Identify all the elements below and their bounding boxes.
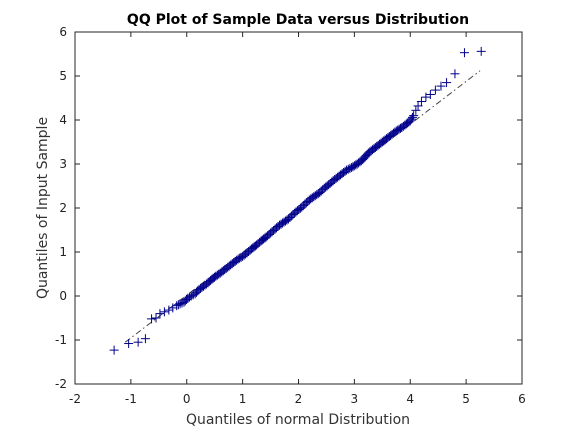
- data-point: [476, 46, 486, 56]
- x-tick-label: -1: [125, 392, 137, 406]
- data-point: [124, 339, 134, 349]
- axis-ticks: -2 -1 0 1 2 3 4 5 6 -2 -1 0 1 2 3 4 5 6: [55, 25, 526, 406]
- y-tick-label: 5: [59, 69, 67, 83]
- data-point: [175, 299, 185, 309]
- x-tick-label: 1: [239, 392, 247, 406]
- data-point: [147, 314, 157, 324]
- data-point: [185, 292, 195, 302]
- x-axis-label: Quantiles of normal Distribution: [186, 412, 410, 428]
- y-tick-label: 1: [59, 245, 67, 259]
- x-tick-label: 3: [351, 392, 359, 406]
- data-point: [164, 305, 174, 315]
- data-point: [405, 116, 415, 126]
- chart-title: QQ Plot of Sample Data versus Distributi…: [127, 12, 469, 28]
- x-tick-label: 6: [518, 392, 526, 406]
- data-point: [168, 303, 178, 313]
- x-tick-label: 2: [295, 392, 303, 406]
- data-point: [459, 48, 469, 58]
- data-point: [425, 89, 435, 99]
- x-tick-label: 0: [183, 392, 191, 406]
- data-point: [151, 313, 161, 323]
- data-point: [406, 114, 416, 124]
- x-tick-label: -2: [69, 392, 81, 406]
- data-point: [430, 85, 440, 95]
- x-tick-label: 5: [462, 392, 470, 406]
- data-point: [133, 337, 143, 347]
- data-point: [173, 300, 183, 310]
- y-tick-label: -1: [55, 333, 67, 347]
- data-point: [421, 92, 431, 102]
- data-point: [442, 78, 452, 88]
- y-tick-label: 2: [59, 201, 67, 215]
- data-point: [416, 97, 426, 107]
- data-point: [159, 307, 169, 317]
- data-point: [140, 334, 150, 344]
- data-point: [407, 112, 417, 122]
- data-point: [436, 81, 446, 91]
- y-tick-label: 3: [59, 157, 67, 171]
- data-point: [155, 309, 165, 319]
- x-tick-label: 4: [406, 392, 414, 406]
- data-point: [409, 111, 419, 121]
- data-point: [186, 291, 196, 301]
- data-points: [109, 46, 486, 355]
- y-tick-label: 4: [59, 113, 67, 127]
- y-axis-label: Quantiles of Input Sample: [35, 117, 51, 299]
- y-tick-label: -2: [55, 377, 67, 391]
- y-tick-label: 6: [59, 25, 67, 39]
- data-point: [450, 69, 460, 79]
- data-point: [109, 345, 119, 355]
- data-point: [411, 105, 421, 115]
- y-tick-label: 0: [59, 289, 67, 303]
